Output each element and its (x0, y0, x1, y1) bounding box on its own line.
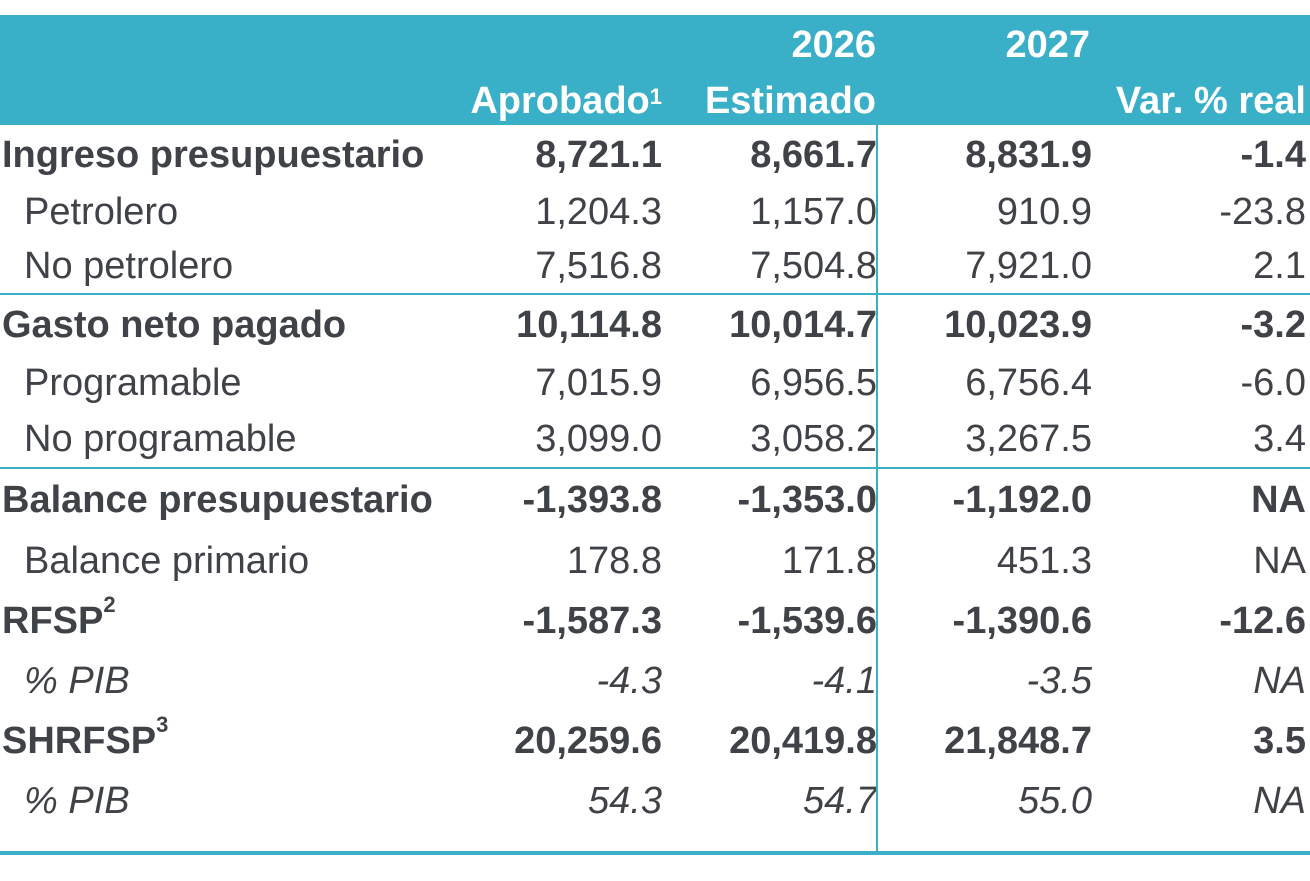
cell-aprobado: 54.3 (588, 780, 662, 822)
header-var-real: Var. % real (1115, 80, 1306, 122)
cell-aprobado: 1,204.3 (535, 191, 662, 233)
table-bottom-rule (0, 851, 1310, 855)
table-row: No petrolero 7,516.8 7,504.8 7,921.0 2.1 (0, 239, 1310, 293)
cell-var-real: -12.6 (1219, 600, 1306, 642)
cell-2027: -1,192.0 (952, 479, 1092, 521)
cell-estimado: 54.7 (803, 780, 877, 822)
row-label: Balance primario (24, 540, 310, 582)
header-estimado: Estimado (704, 80, 876, 122)
cell-2027: 8,831.9 (965, 134, 1092, 176)
table-row: No programable 3,099.0 3,058.2 3,267.5 3… (0, 411, 1310, 467)
cell-estimado: -4.1 (811, 660, 877, 702)
header-aprobado-label: Aprobado (470, 80, 650, 122)
table-row: Ingreso presupuestario 8,721.1 8,661.7 8… (0, 125, 1310, 185)
cell-aprobado: 8,721.1 (535, 134, 662, 176)
cell-aprobado: -1,393.8 (522, 479, 662, 521)
cell-estimado: 20,419.8 (729, 720, 877, 762)
row-label: Gasto neto pagado (2, 304, 347, 346)
cell-aprobado: 7,516.8 (535, 245, 662, 287)
cell-estimado: 7,504.8 (750, 245, 877, 287)
cell-aprobado: 178.8 (566, 540, 662, 582)
row-label: Programable (24, 362, 242, 404)
cell-var-real: -3.2 (1240, 304, 1306, 346)
table-body: Ingreso presupuestario 8,721.1 8,661.7 8… (0, 125, 1310, 831)
cell-var-real: -23.8 (1219, 191, 1306, 233)
row-label: No programable (24, 418, 297, 460)
cell-var-real: 3.5 (1253, 720, 1306, 762)
cell-var-real: 2.1 (1253, 245, 1306, 287)
cell-2027: 451.3 (996, 540, 1092, 582)
row-label-text: SHRFSP (2, 720, 157, 762)
cell-estimado: 8,661.7 (750, 134, 877, 176)
row-label: No petrolero (24, 245, 234, 287)
header-year-2027: 2027 (1005, 24, 1090, 66)
footnote-marker: 2 (103, 592, 116, 617)
header-aprobado: Aprobado1 (470, 81, 662, 121)
table-row: Petrolero 1,204.3 1,157.0 910.9 -23.8 (0, 185, 1310, 239)
cell-2027: 7,921.0 (965, 245, 1092, 287)
cell-var-real: NA (1253, 780, 1306, 822)
cell-var-real: NA (1253, 540, 1306, 582)
cell-estimado: -1,539.6 (737, 600, 877, 642)
cell-aprobado: 10,114.8 (516, 304, 662, 346)
cell-var-real: NA (1251, 479, 1306, 521)
footnote-marker: 3 (156, 712, 169, 737)
table-row: % PIB -4.3 -4.1 -3.5 NA (0, 651, 1310, 711)
cell-estimado: 171.8 (781, 540, 877, 582)
cell-2027: -1,390.6 (952, 600, 1092, 642)
cell-2027: 3,267.5 (965, 418, 1092, 460)
table-row: Programable 7,015.9 6,956.5 6,756.4 -6.0 (0, 355, 1310, 411)
cell-2027: 55.0 (1018, 780, 1092, 822)
budget-table: 2026 2027 Aprobado1 Estimado Var. % real… (0, 15, 1310, 855)
cell-estimado: 1,157.0 (750, 191, 877, 233)
cell-estimado: 6,956.5 (750, 362, 877, 404)
cell-2027: 21,848.7 (944, 720, 1092, 762)
row-label-text: RFSP (2, 600, 104, 642)
cell-aprobado: -4.3 (596, 660, 662, 702)
row-label: Ingreso presupuestario (2, 134, 425, 176)
cell-var-real: -1.4 (1240, 134, 1306, 176)
table-header: 2026 2027 Aprobado1 Estimado Var. % real (0, 15, 1310, 125)
row-label: % PIB (24, 660, 130, 702)
cell-estimado: 3,058.2 (750, 418, 877, 460)
cell-var-real: NA (1253, 660, 1306, 702)
cell-var-real: -6.0 (1240, 362, 1306, 404)
table-row: SHRFSP3 20,259.6 20,419.8 21,848.7 3.5 (0, 711, 1310, 771)
cell-aprobado: -1,587.3 (522, 600, 662, 642)
table-row: Balance presupuestario -1,393.8 -1,353.0… (0, 469, 1310, 531)
cell-2027: 10,023.9 (944, 304, 1092, 346)
header-year-2026: 2026 (791, 24, 876, 66)
footnote-marker: 1 (649, 84, 662, 109)
table-row: Gasto neto pagado 10,114.8 10,014.7 10,0… (0, 295, 1310, 355)
table-row: Balance primario 178.8 171.8 451.3 NA (0, 531, 1310, 591)
row-label: % PIB (24, 780, 130, 822)
table-row: RFSP2 -1,587.3 -1,539.6 -1,390.6 -12.6 (0, 591, 1310, 651)
cell-2027: -3.5 (1026, 660, 1092, 702)
section-divider (0, 293, 1310, 295)
row-label: Balance presupuestario (2, 479, 433, 521)
cell-2027: 910.9 (996, 191, 1092, 233)
cell-var-real: 3.4 (1253, 418, 1306, 460)
cell-aprobado: 3,099.0 (535, 418, 662, 460)
row-label: SHRFSP3 (2, 711, 168, 771)
cell-estimado: 10,014.7 (729, 304, 877, 346)
table-row: % PIB 54.3 54.7 55.0 NA (0, 771, 1310, 831)
row-label: RFSP2 (2, 591, 116, 651)
column-divider (876, 15, 878, 855)
cell-estimado: -1,353.0 (737, 479, 877, 521)
section-divider (0, 467, 1310, 469)
cell-aprobado: 20,259.6 (514, 720, 662, 762)
row-label: Petrolero (24, 191, 179, 233)
cell-2027: 6,756.4 (965, 362, 1092, 404)
cell-aprobado: 7,015.9 (535, 362, 662, 404)
